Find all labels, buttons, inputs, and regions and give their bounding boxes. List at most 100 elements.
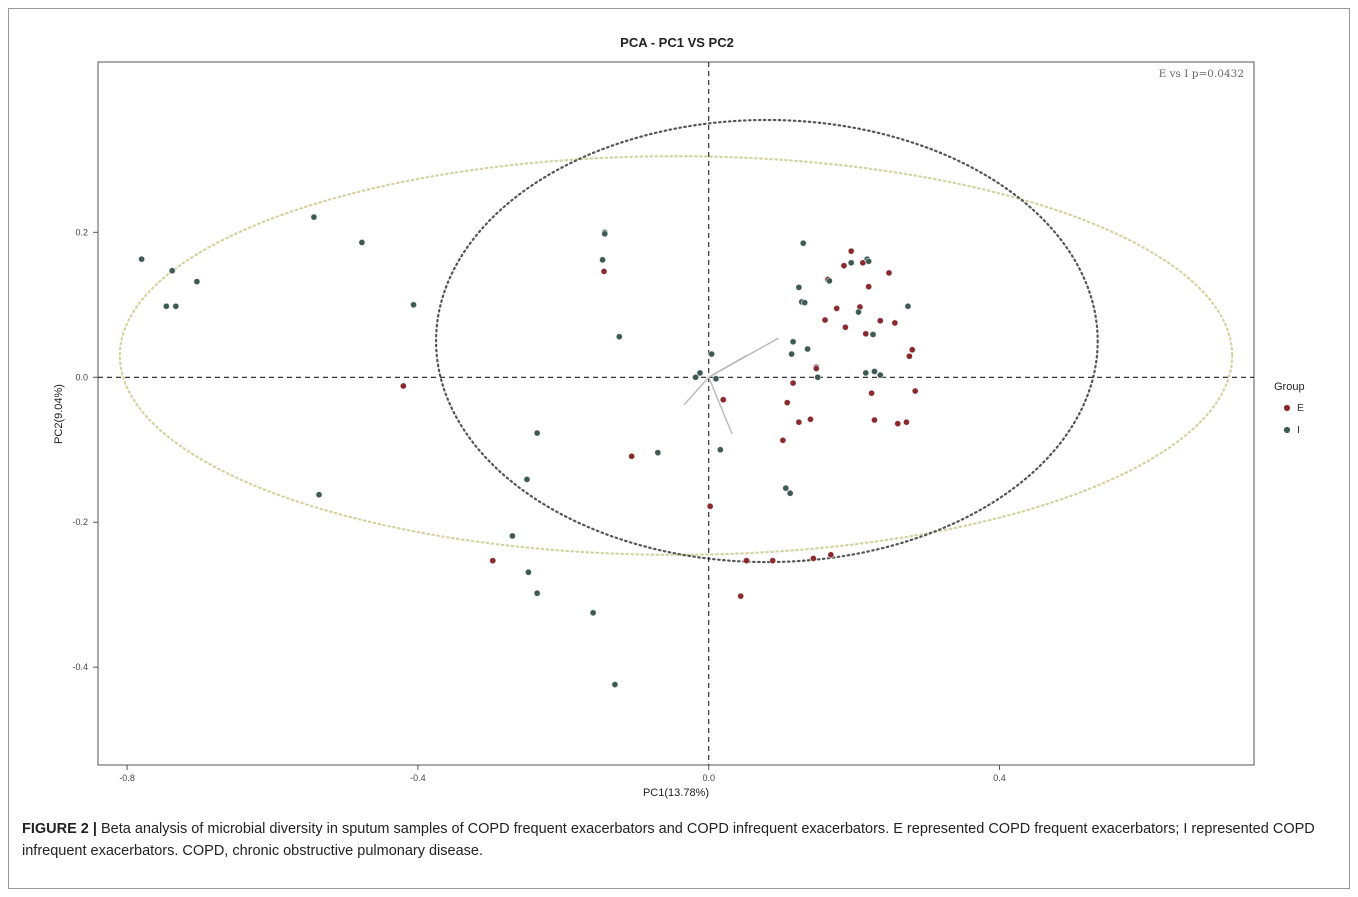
point-I-18: [589, 609, 597, 617]
point-I-23: [692, 373, 700, 381]
x-tick-label-2: 0.0: [702, 773, 715, 783]
point-E-21: [842, 323, 849, 331]
point-I-34: [804, 345, 811, 353]
pca-scatter-plot: PCA - PC1 VS PC2 -0.8 -0.4 0.0 0.4 -0.4 -0.2…: [53, 35, 1305, 799]
point-E-2: [628, 452, 636, 460]
loading-arrow-3: [708, 354, 747, 378]
x-tick-label-0: -0.8: [119, 773, 135, 783]
point-E-5: [743, 557, 750, 565]
point-I-6: [358, 239, 366, 246]
point-I-44: [855, 308, 862, 316]
point-E-33: [903, 418, 910, 426]
point-I-24: [716, 446, 724, 454]
point-I-10: [601, 230, 609, 238]
plot-area: [97, 61, 1255, 766]
point-E-15: [807, 415, 814, 423]
point-E-26: [865, 283, 873, 291]
point-E-7: [810, 555, 817, 562]
point-I-15: [509, 532, 516, 540]
point-E-8: [827, 551, 835, 559]
reference-lines: [98, 62, 1254, 765]
point-I-30: [795, 283, 803, 291]
point-I-28: [788, 350, 795, 358]
point-E-12: [783, 399, 791, 407]
point-E-31: [891, 319, 899, 327]
legend: Group EI: [1274, 381, 1305, 436]
point-I-13: [533, 429, 541, 437]
point-E-6: [769, 557, 777, 565]
point-I-14: [523, 476, 531, 483]
point-I-26: [782, 484, 790, 492]
point-E-34: [905, 352, 913, 360]
y-tick-label-3: 0.2: [75, 227, 88, 237]
point-I-32: [801, 299, 809, 307]
point-E-13: [789, 379, 797, 387]
point-I-12: [615, 333, 623, 341]
stat-annotation: E vs I p=0.0432: [1159, 68, 1244, 80]
point-E-20: [840, 262, 848, 270]
y-axis: -0.4 -0.2 0.0 0.2: [72, 227, 98, 672]
legend-label-E: E: [1297, 402, 1304, 414]
point-E-10: [706, 502, 714, 510]
point-I-40: [862, 369, 870, 377]
point-E-30: [885, 269, 893, 277]
loading-arrow-2: [708, 376, 733, 435]
point-E-14: [795, 418, 803, 426]
point-I-17: [533, 589, 541, 597]
figure-frame: [8, 8, 1350, 889]
point-E-27: [868, 389, 875, 397]
point-E-1: [399, 382, 407, 390]
point-I-8: [315, 491, 323, 499]
x-tick-label-1: -0.4: [410, 773, 426, 783]
point-I-11: [599, 256, 606, 264]
x-axis-label: PC1(13.78%): [643, 787, 709, 799]
point-I-25: [712, 375, 720, 383]
point-I-3: [162, 302, 170, 310]
y-tick-label-1: -0.2: [72, 517, 88, 527]
point-E-29: [876, 317, 884, 325]
point-E-32: [894, 420, 902, 428]
legend-marker-I: [1283, 426, 1291, 434]
point-I-33: [799, 239, 807, 247]
y-tick-label-0: -0.4: [72, 662, 88, 672]
data-points: [138, 213, 919, 688]
point-I-43: [904, 302, 912, 310]
point-E-37: [812, 365, 820, 372]
loading-arrows: [683, 337, 779, 435]
point-E-17: [821, 316, 829, 324]
figure-caption: FIGURE 2 | Beta analysis of microbial di…: [22, 818, 1342, 862]
ellipse-I: [434, 118, 1099, 564]
legend-label-I: I: [1297, 424, 1300, 436]
point-E-35: [908, 346, 916, 354]
point-E-0: [600, 268, 608, 275]
y-axis-label: PC2(9.04%): [53, 384, 65, 444]
point-E-11: [779, 436, 787, 444]
legend-title: Group: [1274, 381, 1305, 393]
point-I-20: [654, 449, 662, 457]
legend-marker-E: [1283, 404, 1291, 412]
point-I-4: [172, 302, 180, 310]
confidence-ellipses: [118, 118, 1234, 564]
x-tick-label-3: 0.4: [993, 773, 1006, 783]
point-E-25: [862, 330, 870, 338]
point-E-9: [737, 592, 745, 600]
point-E-19: [833, 305, 841, 312]
point-E-4: [719, 396, 727, 404]
point-I-41: [871, 368, 878, 375]
point-I-27: [786, 489, 794, 497]
loading-arrow-1: [683, 376, 710, 406]
point-I-19: [611, 681, 619, 688]
point-I-45: [869, 331, 877, 338]
y-tick-label-2: 0.0: [75, 372, 88, 382]
point-I-21: [696, 369, 704, 377]
point-I-29: [789, 338, 797, 346]
chart-title: PCA - PC1 VS PC2: [620, 35, 734, 50]
x-axis: -0.8 -0.4 0.0 0.4: [119, 765, 1006, 783]
point-I-39: [865, 257, 873, 265]
point-E-28: [871, 416, 878, 424]
caption-text: Beta analysis of microbial diversity in …: [22, 821, 1315, 859]
point-I-7: [410, 301, 417, 309]
point-I-16: [525, 568, 532, 576]
point-I-42: [876, 371, 884, 379]
point-I-2: [193, 278, 201, 285]
